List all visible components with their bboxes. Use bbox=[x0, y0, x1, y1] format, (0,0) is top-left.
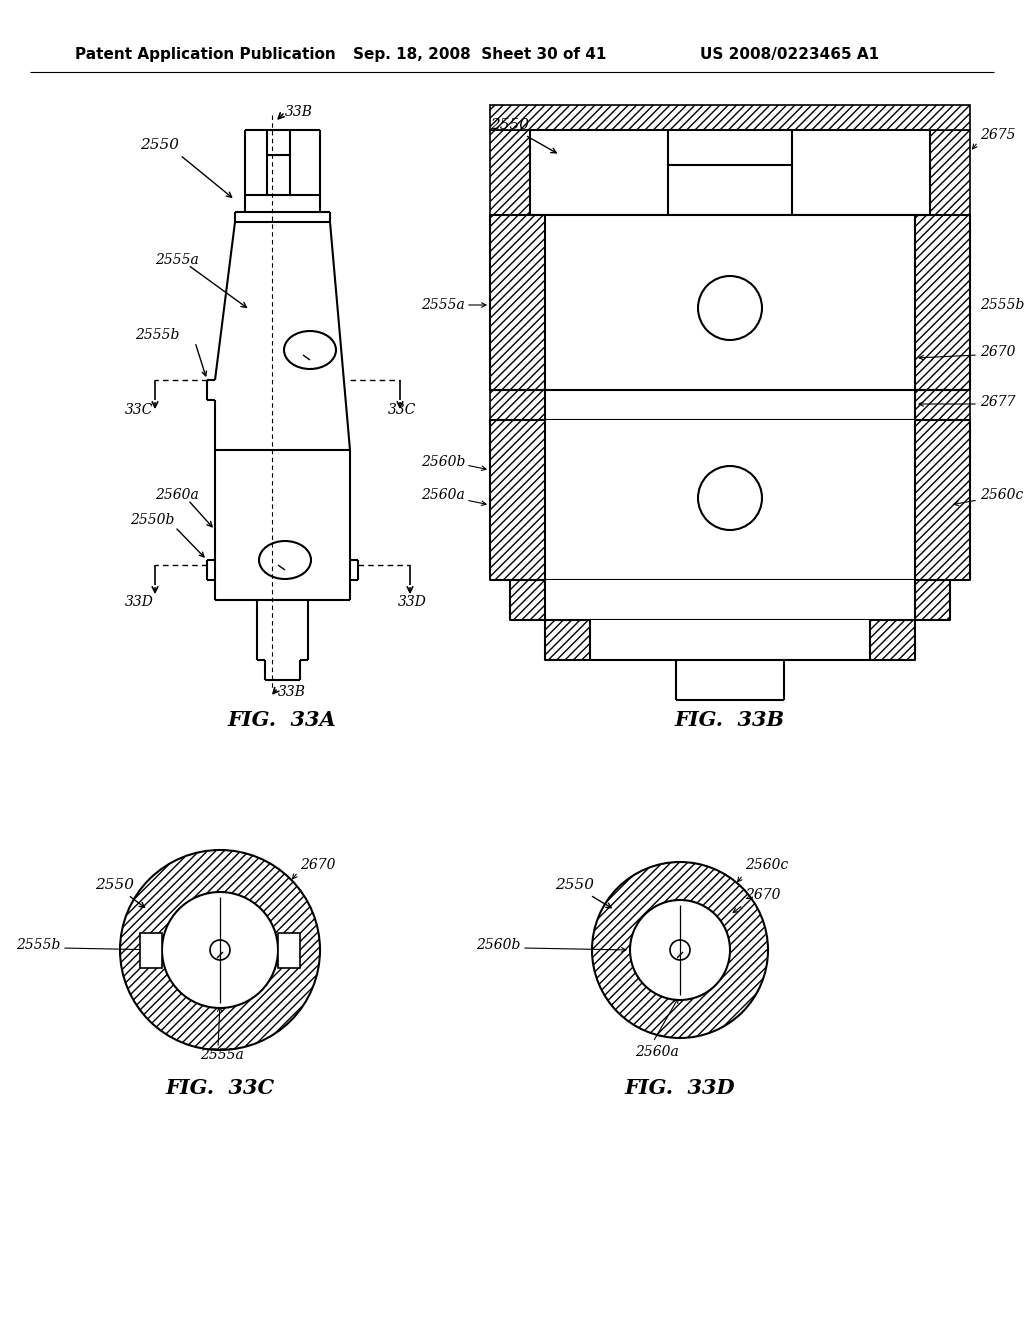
Text: 2550: 2550 bbox=[490, 117, 529, 132]
Text: 2560c: 2560c bbox=[980, 488, 1023, 502]
Text: 2555a: 2555a bbox=[200, 1048, 244, 1063]
Text: 33B: 33B bbox=[285, 106, 313, 119]
Bar bbox=[278, 932, 300, 968]
Text: 2560b: 2560b bbox=[475, 939, 520, 952]
Circle shape bbox=[162, 892, 278, 1008]
Circle shape bbox=[592, 862, 768, 1038]
Bar bbox=[870, 620, 915, 660]
Text: FIG.  33B: FIG. 33B bbox=[675, 710, 785, 730]
Text: FIG.  33A: FIG. 33A bbox=[227, 710, 336, 730]
Text: 2555a: 2555a bbox=[421, 298, 465, 312]
Text: 2670: 2670 bbox=[745, 888, 780, 902]
Text: 2670: 2670 bbox=[980, 345, 1016, 359]
Text: 2670: 2670 bbox=[300, 858, 336, 873]
Text: 2550: 2550 bbox=[95, 878, 134, 892]
Bar bbox=[490, 389, 545, 420]
Bar bbox=[530, 129, 930, 215]
Circle shape bbox=[670, 940, 690, 960]
Text: 2560b: 2560b bbox=[421, 455, 465, 469]
Bar bbox=[915, 389, 970, 420]
Text: 2555b: 2555b bbox=[135, 327, 179, 342]
Text: 2675: 2675 bbox=[980, 128, 1016, 143]
Text: Sep. 18, 2008  Sheet 30 of 41: Sep. 18, 2008 Sheet 30 of 41 bbox=[353, 48, 606, 62]
Bar bbox=[545, 620, 590, 660]
Text: FIG.  33D: FIG. 33D bbox=[625, 1078, 735, 1098]
Text: 2550b: 2550b bbox=[130, 513, 174, 527]
Bar bbox=[490, 106, 970, 129]
Bar bbox=[490, 129, 530, 215]
Bar bbox=[915, 420, 970, 579]
Text: 2555b: 2555b bbox=[15, 939, 60, 952]
Bar bbox=[915, 579, 950, 620]
Bar bbox=[545, 215, 915, 389]
Bar bbox=[930, 129, 970, 215]
Circle shape bbox=[210, 940, 230, 960]
Text: 33D: 33D bbox=[125, 595, 154, 609]
Circle shape bbox=[698, 276, 762, 341]
Ellipse shape bbox=[259, 541, 311, 579]
Bar bbox=[510, 579, 545, 620]
Text: 2560a: 2560a bbox=[421, 488, 465, 502]
Text: 33B: 33B bbox=[278, 685, 306, 700]
Text: 2555a: 2555a bbox=[155, 253, 199, 267]
Text: FIG.  33C: FIG. 33C bbox=[166, 1078, 274, 1098]
Text: 33C: 33C bbox=[388, 403, 417, 417]
Ellipse shape bbox=[284, 331, 336, 370]
Text: US 2008/0223465 A1: US 2008/0223465 A1 bbox=[700, 48, 880, 62]
Text: 2550: 2550 bbox=[140, 139, 179, 152]
Circle shape bbox=[630, 900, 730, 1001]
Circle shape bbox=[698, 466, 762, 531]
Bar bbox=[545, 420, 915, 579]
Text: 33C: 33C bbox=[125, 403, 154, 417]
Text: 33D: 33D bbox=[398, 595, 427, 609]
Text: 2550: 2550 bbox=[555, 878, 594, 892]
Text: 2555b: 2555b bbox=[980, 298, 1024, 312]
Text: 2677: 2677 bbox=[980, 395, 1016, 409]
Bar bbox=[545, 579, 915, 620]
Bar bbox=[140, 932, 162, 968]
Bar bbox=[490, 215, 545, 389]
Bar bbox=[545, 389, 915, 420]
Bar bbox=[915, 215, 970, 389]
Bar bbox=[590, 620, 870, 660]
Bar bbox=[490, 420, 545, 579]
Text: Patent Application Publication: Patent Application Publication bbox=[75, 48, 336, 62]
Text: 2560c: 2560c bbox=[745, 858, 788, 873]
Text: 2560a: 2560a bbox=[155, 488, 199, 502]
Circle shape bbox=[120, 850, 319, 1049]
Text: 2560a: 2560a bbox=[635, 1045, 679, 1059]
